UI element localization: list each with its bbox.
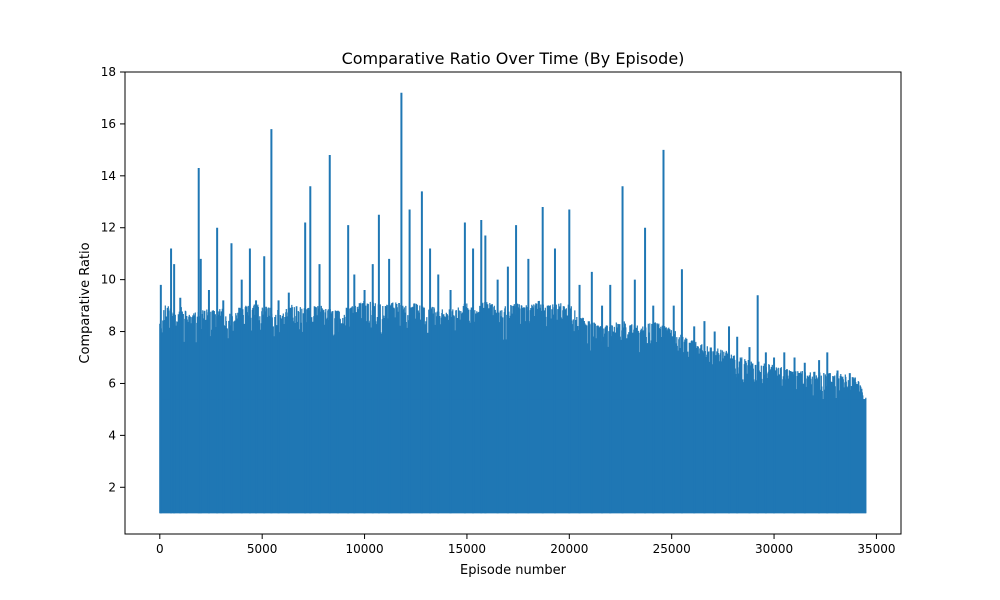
y-tick-label: 18: [101, 65, 116, 79]
y-axis: 2 4 6 8 10 12 14 16 18: [101, 65, 125, 494]
x-tick-label: 0: [156, 542, 164, 556]
y-tick-label: 6: [108, 376, 116, 390]
chart-title: Comparative Ratio Over Time (By Episode): [342, 49, 685, 68]
y-tick-label: 14: [101, 169, 116, 183]
series-layer: [159, 92, 867, 514]
y-tick-label: 12: [101, 221, 116, 235]
y-tick-label: 16: [101, 117, 116, 131]
x-tick-label: 25000: [653, 542, 691, 556]
plot-frame: [124, 71, 902, 535]
y-tick-label: 10: [101, 273, 116, 287]
x-tick-label: 30000: [755, 542, 793, 556]
x-axis: 0 5000 10000 15000 20000 25000 30000 35000: [156, 534, 896, 556]
y-tick-label: 2: [108, 480, 116, 494]
x-tick-label: 35000: [857, 542, 895, 556]
x-axis-label: Episode number: [460, 563, 567, 578]
x-tick-label: 15000: [448, 542, 486, 556]
x-tick-label: 20000: [550, 542, 588, 556]
x-tick-label: 10000: [345, 542, 383, 556]
y-tick-label: 8: [108, 325, 116, 339]
series-dense-fill: [159, 399, 867, 514]
y-tick-label: 4: [108, 428, 116, 442]
y-axis-label: Comparative Ratio: [78, 242, 93, 363]
x-tick-label: 5000: [247, 542, 278, 556]
